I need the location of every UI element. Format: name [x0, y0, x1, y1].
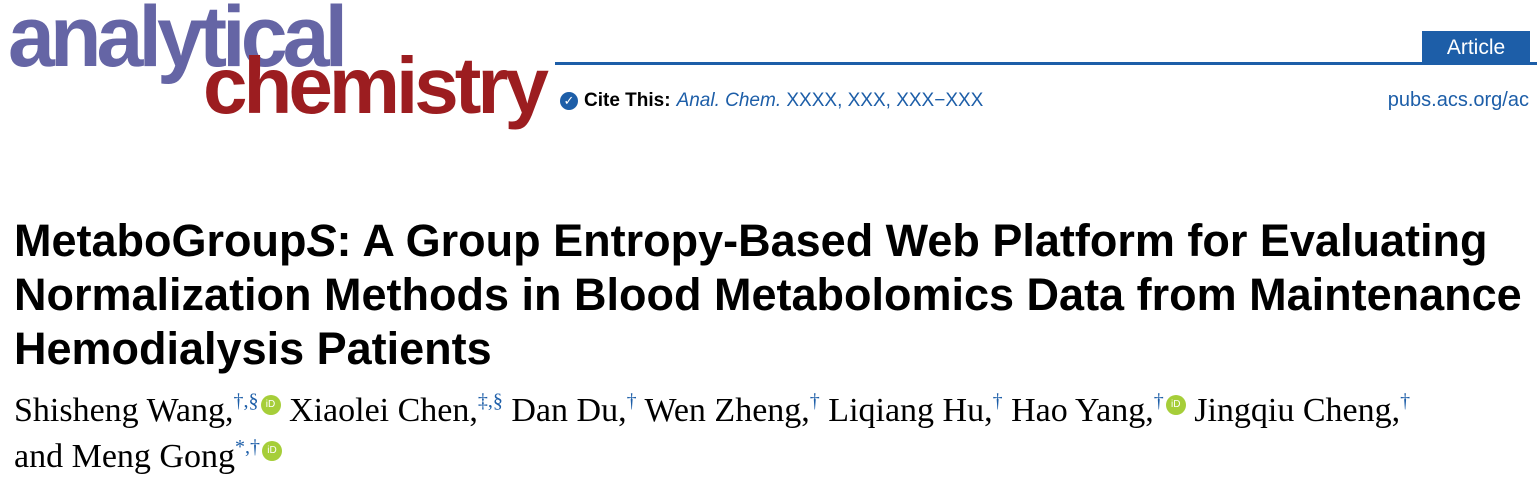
- author[interactable]: Xiaolei Chen,‡,§: [289, 390, 503, 429]
- check-icon: ✓: [560, 92, 578, 110]
- author[interactable]: Jingqiu Cheng,†: [1194, 390, 1411, 429]
- author[interactable]: Shisheng Wang,†,§ iD: [14, 391, 281, 429]
- author[interactable]: and Meng Gong*,† iD: [14, 437, 282, 475]
- cite-label: Cite This:: [584, 90, 671, 111]
- cite-reference[interactable]: Anal. Chem. XXXX, XXX, XXX−XXX: [676, 90, 984, 111]
- journal-url[interactable]: pubs.acs.org/ac: [1387, 89, 1529, 111]
- author[interactable]: Hao Yang,† iD: [1011, 391, 1186, 429]
- orcid-icon[interactable]: iD: [1165, 395, 1186, 415]
- orcid-icon[interactable]: iD: [260, 395, 281, 415]
- article-type-badge: Article: [1422, 31, 1530, 64]
- paper-title: MetaboGroupS: A Group Entropy-Based Web …: [14, 215, 1522, 374]
- author[interactable]: Dan Du,†: [511, 390, 637, 429]
- journal-logo-analytical: analytical: [8, 0, 348, 85]
- author-list: Shisheng Wang,†,§ iD Xiaolei Chen,‡,§ Dan…: [14, 388, 1534, 480]
- header-rule: [555, 62, 1537, 65]
- journal-logo-chemistry: chemistry: [203, 41, 549, 130]
- orcid-icon[interactable]: iD: [261, 441, 282, 461]
- cite-this[interactable]: ✓ Cite This: Anal. Chem. XXXX, XXX, XXX−…: [560, 90, 983, 112]
- author[interactable]: Liqiang Hu,†: [828, 390, 1003, 429]
- author[interactable]: Wen Zheng,†: [644, 390, 820, 429]
